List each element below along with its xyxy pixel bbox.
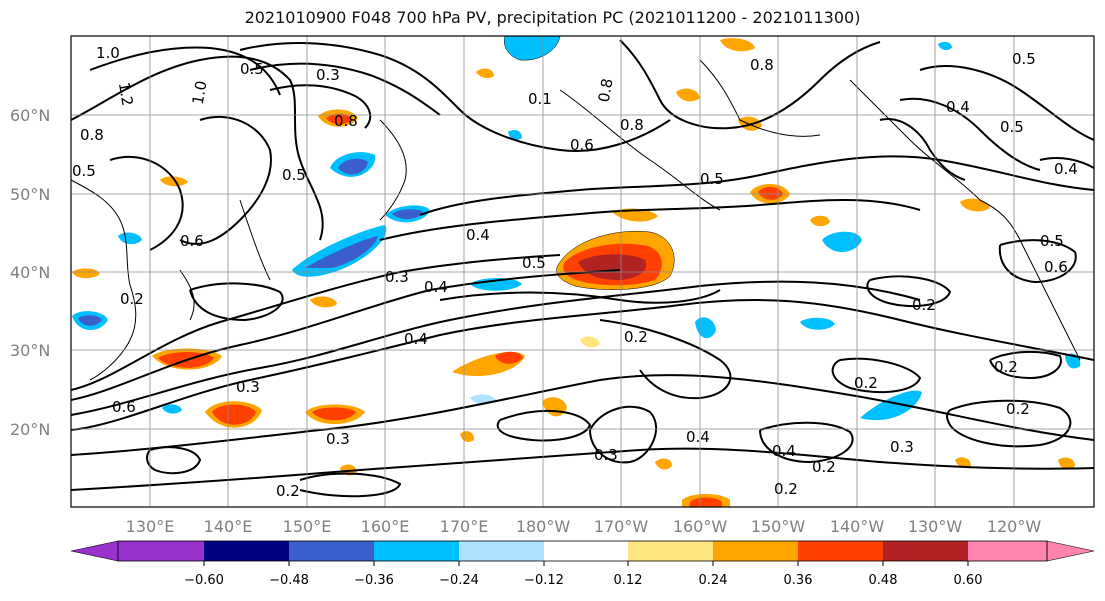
lon-label: 180°W bbox=[516, 517, 571, 536]
contour-label: 0.8 bbox=[750, 56, 774, 74]
contour-label: 0.2 bbox=[624, 328, 648, 346]
lon-label: 150°E bbox=[283, 517, 332, 536]
colorbar: −0.60 −0.48 −0.36 −0.24 −0.12 0.12 0.24 … bbox=[70, 540, 1095, 588]
contour-label: 0.5 bbox=[1000, 118, 1024, 136]
contour-label: 0.2 bbox=[276, 482, 300, 500]
contour-label: 0.8 bbox=[595, 77, 617, 104]
contour-label: 0.5 bbox=[282, 166, 306, 184]
lon-label: 140°W bbox=[830, 517, 885, 536]
lon-label: 130°W bbox=[908, 517, 963, 536]
colorbar-bin bbox=[459, 541, 544, 561]
contour-label: 0.6 bbox=[570, 136, 594, 154]
colorbar-bin bbox=[628, 541, 713, 561]
lon-label: 130°E bbox=[126, 517, 175, 536]
longitude-labels: 130°E 140°E 150°E 160°E 170°E 180°W 170°… bbox=[126, 517, 1042, 536]
lon-label: 160°E bbox=[361, 517, 410, 536]
contour-label: 0.4 bbox=[686, 428, 710, 446]
colorbar-bin bbox=[883, 541, 968, 561]
lat-label: 20°N bbox=[10, 420, 50, 439]
contour-label: 0.5 bbox=[240, 60, 264, 78]
colorbar-bin bbox=[289, 541, 374, 561]
map-title: 2021010900 F048 700 hPa PV, precipitatio… bbox=[244, 8, 861, 27]
lon-label: 160°W bbox=[673, 517, 728, 536]
contour-label: 0.4 bbox=[424, 278, 448, 296]
colorbar-tick-label: 0.24 bbox=[699, 573, 728, 588]
contour-label: 1.0 bbox=[189, 79, 211, 106]
contour-label: 0.3 bbox=[326, 430, 350, 448]
contour-label: 0.5 bbox=[72, 162, 96, 180]
contour-label: 0.4 bbox=[1054, 160, 1078, 178]
colorbar-bin bbox=[204, 541, 289, 561]
lon-label: 170°W bbox=[594, 517, 649, 536]
contour-label: 0.8 bbox=[334, 112, 358, 130]
contour-label: 0.5 bbox=[1012, 50, 1036, 68]
contour-label: 0.3 bbox=[236, 378, 260, 396]
contour-label: 0.2 bbox=[774, 480, 798, 498]
colorbar-tick-label: −0.36 bbox=[354, 573, 394, 588]
contour-label: 0.5 bbox=[700, 170, 724, 188]
contour-label: 0.3 bbox=[594, 446, 618, 464]
colorbar-tick-label: 0.60 bbox=[954, 573, 983, 588]
lon-label: 140°E bbox=[204, 517, 253, 536]
colorbar-bin bbox=[118, 541, 204, 561]
contour-label: 1.2 bbox=[115, 81, 137, 108]
contour-label: 0.1 bbox=[528, 90, 552, 108]
colorbar-tick-label: −0.60 bbox=[184, 573, 224, 588]
contour-label: 0.3 bbox=[890, 438, 914, 456]
pv-contours bbox=[71, 39, 1094, 498]
colorbar-bin bbox=[713, 541, 798, 561]
plot-frame bbox=[70, 35, 1095, 508]
contour-label: 0.4 bbox=[946, 98, 970, 116]
contour-label: 0.6 bbox=[1044, 258, 1068, 276]
colorbar-extend-max bbox=[1046, 540, 1095, 562]
contour-label: 0.2 bbox=[854, 374, 878, 392]
colorbar-tick-label: 0.12 bbox=[614, 573, 643, 588]
contour-label: 0.4 bbox=[404, 330, 428, 348]
colorbar-tick-label: 0.36 bbox=[784, 573, 813, 588]
lon-label: 150°W bbox=[751, 517, 806, 536]
latitude-labels: 60°N 50°N 40°N 30°N 20°N bbox=[10, 106, 50, 439]
contour-label: 0.8 bbox=[620, 116, 644, 134]
colorbar-tick-label: −0.24 bbox=[439, 573, 479, 588]
contour-label: 0.5 bbox=[522, 254, 546, 272]
lat-label: 30°N bbox=[10, 341, 50, 360]
contour-label: 0.3 bbox=[385, 268, 409, 286]
contour-label: 0.6 bbox=[112, 398, 136, 416]
contour-label: 0.2 bbox=[994, 358, 1018, 376]
colorbar-bin bbox=[968, 541, 1047, 561]
contour-label: 0.2 bbox=[812, 458, 836, 476]
contour-label: 0.5 bbox=[1040, 232, 1064, 250]
colorbar-tick-label: −0.48 bbox=[269, 573, 309, 588]
contour-label: 0.2 bbox=[120, 290, 144, 308]
lat-label: 60°N bbox=[10, 106, 50, 125]
contour-label: 1.0 bbox=[96, 44, 120, 62]
colorbar-tick-label: 0.48 bbox=[869, 573, 898, 588]
coastlines bbox=[71, 59, 1081, 381]
lat-label: 50°N bbox=[10, 185, 50, 204]
contour-label: 0.2 bbox=[1006, 400, 1030, 418]
colorbar-bin bbox=[374, 541, 459, 561]
lon-label: 170°E bbox=[440, 517, 489, 536]
contour-label: 0.4 bbox=[772, 442, 796, 460]
graticule bbox=[71, 36, 1094, 507]
contour-labels: 1.0 1.2 1.0 0.5 0.3 0.8 0.8 0.1 0.8 0.5 … bbox=[72, 44, 1078, 500]
colorbar-bin bbox=[544, 541, 628, 561]
colorbar-bin bbox=[798, 541, 883, 561]
colorbar-extend-min bbox=[70, 540, 119, 562]
contour-label: 0.3 bbox=[316, 66, 340, 84]
contour-label: 0.8 bbox=[80, 126, 104, 144]
contour-label: 0.6 bbox=[180, 232, 204, 250]
lon-label: 120°W bbox=[987, 517, 1042, 536]
lat-label: 40°N bbox=[10, 263, 50, 282]
contour-label: 0.4 bbox=[466, 226, 490, 244]
colorbar-tick-label: −0.12 bbox=[524, 573, 564, 588]
contour-label: 0.2 bbox=[912, 296, 936, 314]
